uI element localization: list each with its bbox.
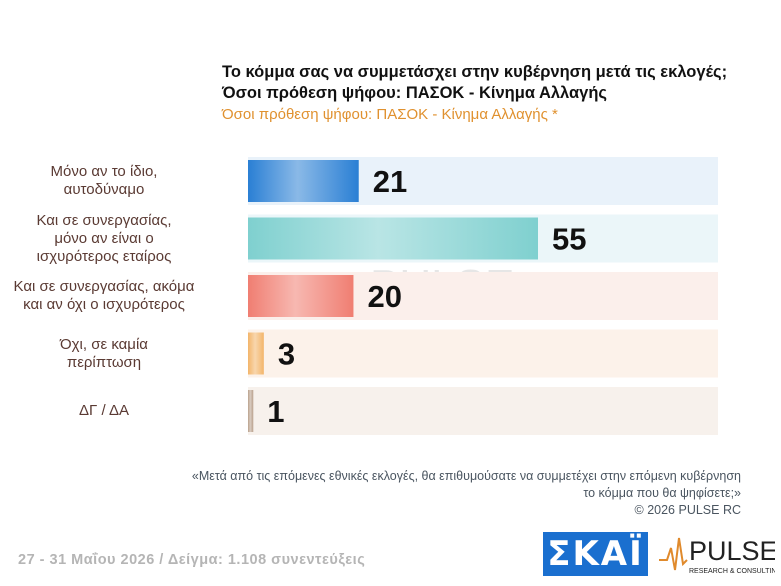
category-label: Και σε συνεργασίας, μόνο αν είναι ο ισχυρό… [0, 212, 208, 266]
category-label-line: Και σε συνεργασίας, ακόμα [13, 278, 195, 295]
category-label: Όχι, σε καμία περίπτωση [0, 336, 208, 372]
category-label-line: Και σε συνεργασίας, [36, 211, 172, 229]
footer-date: 27 - 31 Μαΐου 2026 / Δείγμα: 1.108 συνεν… [18, 552, 366, 568]
pulse-wave-icon [659, 537, 688, 571]
category-label: Και σε συνεργασίας, ακόμα και αν όχι ο ισ… [0, 278, 208, 314]
category-label-line: ΔΓ / ΔΑ [79, 402, 129, 419]
category-label-line: Μόνο αν το ίδιο, [50, 163, 158, 180]
skai-logo: ΣΚΑΪ [543, 532, 648, 576]
bar-value-label: 55 [552, 222, 586, 257]
bar-track [248, 387, 718, 435]
category-label: ΔΓ / ΔΑ [0, 402, 208, 420]
category-label-line: Όχι, σε καμία [60, 335, 148, 353]
category-label-line: αυτοδύναμο [63, 181, 145, 198]
question-line2: το κόμμα που θα ψηφίσετε;» [583, 486, 741, 500]
category-label: Μόνο αν το ίδιο, αυτοδύναμο [0, 163, 208, 199]
bar [248, 390, 254, 432]
category-label-line: μόνο αν είναι ο [54, 229, 154, 247]
bar-value-label: 1 [267, 394, 284, 429]
copyright: © 2026 PULSE RC [634, 503, 741, 517]
bar [248, 217, 538, 260]
bar-chart: 21 55 20 3 1 [248, 157, 718, 435]
pulse-logo-tagline: RESEARCH & CONSULTING [689, 568, 775, 575]
chart-title-line2: Όσοι πρόθεση ψήφου: ΠΑΣΟΚ - Κίνημα Αλλαγ… [222, 84, 607, 102]
bar-value-label: 20 [367, 279, 401, 314]
bar [248, 332, 264, 375]
survey-question: «Μετά από τις επόμενες εθνικές εκλογές, … [101, 468, 741, 519]
bar-track [248, 329, 718, 378]
category-label-line: περίπτωση [66, 353, 142, 371]
category-label-line: και αν όχι ο ισχυρότερος [23, 296, 185, 313]
chart-subtitle: Όσοι πρόθεση ψήφου: ΠΑΣΟΚ - Κίνημα Αλλαγ… [222, 106, 558, 123]
bar-value-label: 21 [373, 164, 407, 199]
bar-value-label: 3 [278, 337, 295, 372]
category-label-line: ισχυρότερος εταίρος [36, 247, 172, 265]
bar [248, 275, 354, 317]
question-line1: «Μετά από τις επόμενες εθνικές εκλογές, … [191, 469, 741, 483]
pulse-logo-text: PULSE [689, 536, 775, 566]
bar [248, 160, 359, 202]
chart-title-line1: Το κόμμα σας να συμμετάσχει στην κυβέρνη… [222, 63, 728, 81]
chart-title: Το κόμμα σας να συμμετάσχει στην κυβέρνη… [222, 62, 727, 104]
pulse-logo: PULSE RESEARCH & CONSULTING [659, 536, 775, 575]
